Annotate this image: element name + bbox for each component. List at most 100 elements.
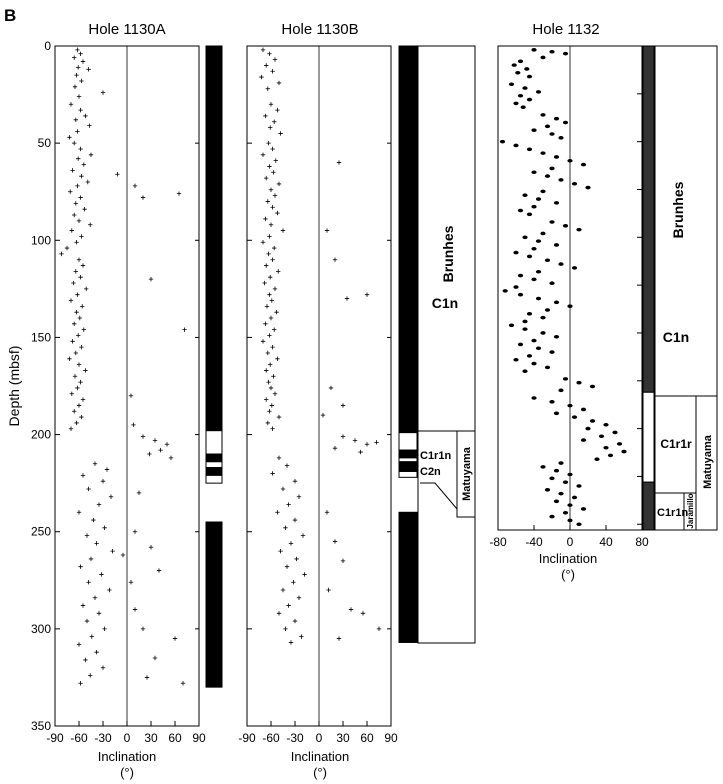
data-point bbox=[70, 168, 75, 173]
data-point bbox=[140, 434, 146, 439]
data-point bbox=[76, 156, 81, 161]
data-point bbox=[522, 319, 528, 324]
data-point bbox=[522, 193, 528, 198]
data-point bbox=[271, 170, 276, 175]
polarity-normal-interval bbox=[205, 453, 223, 463]
chart-points bbox=[499, 48, 627, 527]
y-tick-label: 350 bbox=[31, 719, 51, 733]
data-point bbox=[276, 611, 282, 616]
data-point bbox=[540, 55, 546, 60]
x-tick-label: 80 bbox=[635, 535, 649, 549]
data-point bbox=[78, 195, 83, 200]
data-point bbox=[128, 580, 134, 585]
data-point bbox=[156, 568, 162, 573]
data-point bbox=[340, 403, 346, 408]
data-point bbox=[332, 257, 338, 262]
data-point bbox=[86, 486, 91, 492]
data-point bbox=[94, 649, 99, 655]
data-point bbox=[336, 636, 342, 641]
data-point bbox=[292, 479, 298, 484]
data-point bbox=[72, 212, 77, 218]
data-point bbox=[87, 123, 92, 128]
data-point bbox=[280, 587, 286, 593]
y-axis-label: Depth (mbsf) bbox=[6, 346, 22, 427]
data-point bbox=[324, 228, 330, 233]
data-point bbox=[74, 309, 79, 315]
data-point bbox=[549, 281, 555, 286]
data-point bbox=[324, 510, 330, 515]
data-point bbox=[272, 327, 277, 332]
polarity-reversed-interval bbox=[398, 432, 418, 451]
data-point bbox=[336, 160, 342, 165]
chart-axes: -90 -60 -30 0 30 60 90 0 50 100 150 200 250 300 350 bbox=[31, 39, 206, 745]
data-point bbox=[531, 246, 537, 251]
data-point bbox=[83, 368, 88, 373]
data-point bbox=[75, 385, 80, 391]
data-point bbox=[580, 438, 587, 442]
data-point bbox=[294, 556, 299, 562]
data-point bbox=[104, 467, 110, 472]
data-point bbox=[558, 136, 564, 140]
data-point bbox=[100, 665, 106, 670]
data-point bbox=[265, 420, 270, 426]
chron-label-box bbox=[417, 430, 476, 644]
data-point bbox=[110, 548, 115, 554]
data-point bbox=[553, 201, 560, 205]
data-point bbox=[502, 289, 508, 293]
data-point bbox=[296, 494, 302, 499]
data-point bbox=[283, 525, 288, 531]
data-point bbox=[80, 603, 86, 608]
data-point bbox=[69, 391, 74, 396]
x-axis-unit: (°) bbox=[313, 765, 327, 780]
data-point bbox=[520, 105, 526, 110]
data-point bbox=[260, 47, 266, 53]
data-point bbox=[585, 426, 591, 431]
data-point bbox=[96, 502, 102, 507]
data-point bbox=[77, 315, 82, 321]
polarity-normal-interval bbox=[398, 45, 418, 434]
data-point bbox=[540, 231, 546, 236]
data-point bbox=[84, 618, 90, 624]
data-point bbox=[164, 442, 170, 447]
y-tick-label: 150 bbox=[31, 330, 51, 344]
polarity-normal-interval bbox=[205, 45, 223, 432]
data-point bbox=[78, 681, 83, 686]
chart-title: Hole 1132 bbox=[532, 21, 599, 38]
data-point bbox=[544, 308, 551, 312]
data-point bbox=[107, 587, 112, 593]
data-point bbox=[288, 640, 294, 645]
data-point bbox=[276, 80, 282, 86]
data-point bbox=[115, 172, 120, 177]
data-point bbox=[513, 101, 519, 106]
data-point bbox=[266, 140, 271, 146]
data-point bbox=[69, 228, 74, 233]
data-point bbox=[275, 107, 280, 113]
data-point bbox=[78, 564, 83, 569]
data-point bbox=[88, 152, 94, 157]
data-point bbox=[91, 517, 96, 523]
chron-label-c1r1r: C1r1r bbox=[660, 437, 692, 451]
data-point bbox=[68, 102, 74, 107]
data-point bbox=[589, 384, 596, 389]
data-point bbox=[270, 344, 275, 350]
data-point bbox=[292, 618, 298, 624]
polarity-reversed-interval bbox=[642, 391, 655, 483]
data-point bbox=[540, 151, 546, 155]
data-point bbox=[86, 67, 91, 72]
data-point bbox=[73, 350, 78, 356]
data-point bbox=[515, 70, 521, 75]
data-point bbox=[535, 296, 542, 301]
data-point bbox=[74, 420, 79, 426]
data-point bbox=[549, 220, 555, 224]
data-point bbox=[580, 507, 587, 511]
data-point bbox=[78, 51, 83, 56]
x-axis-unit: (°) bbox=[120, 765, 134, 780]
data-point bbox=[265, 199, 270, 204]
data-point bbox=[531, 361, 537, 366]
data-point bbox=[73, 201, 78, 206]
data-point bbox=[558, 262, 564, 266]
data-point bbox=[267, 51, 272, 56]
data-point bbox=[75, 129, 80, 134]
chron-connector bbox=[420, 482, 458, 510]
data-point bbox=[76, 94, 82, 99]
